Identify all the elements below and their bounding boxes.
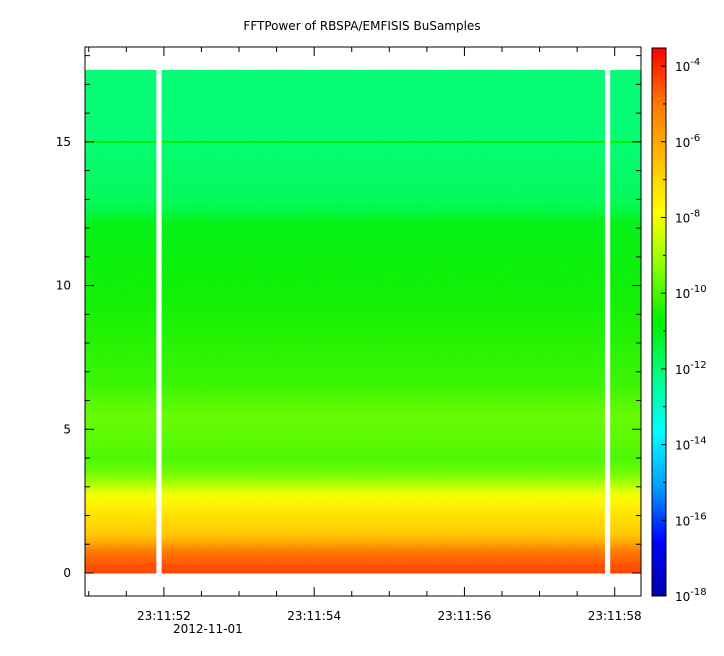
plot-frame	[84, 46, 642, 597]
noise-texture	[85, 69, 641, 574]
y-tick-label: 5	[63, 422, 71, 436]
colorbar: 10-4 10-6 10-8 10-10 10-12 10-14 10-16 10-18	[651, 47, 707, 604]
colorbar-ticks: 10-4 10-6 10-8 10-10 10-12 10-14 10-16 10-18	[661, 57, 707, 604]
colorbar-tick-label: 10-4	[675, 57, 700, 74]
data-gap	[604, 47, 611, 596]
colorbar-tick-label: 10-16	[675, 511, 707, 528]
y-tick-label: 0	[63, 566, 71, 580]
x-tick-label: 23:11:52	[137, 609, 191, 623]
chart-title: FFTPower of RBSPA/EMFISIS BuSamples	[243, 19, 480, 33]
y-tick-label: 10	[56, 279, 71, 293]
x-tick-label: 23:11:58	[588, 609, 642, 623]
x-tick-label: 23:11:54	[287, 609, 341, 623]
colorbar-tick-label: 10-18	[675, 587, 707, 604]
colorbar-scale	[651, 47, 667, 597]
data-gap	[156, 47, 162, 596]
x-date-label: 2012-11-01	[173, 622, 243, 636]
x-tick-label: 23:11:56	[437, 609, 491, 623]
colorbar-tick-label: 10-12	[675, 360, 707, 377]
y-tick-label: 15	[56, 135, 71, 149]
plot-area	[85, 47, 641, 596]
colorbar-tick-label: 10-8	[675, 208, 700, 225]
colorbar-tick-label: 10-6	[675, 133, 700, 150]
y-axis: 0 5 10 15	[56, 55, 641, 580]
colorbar-tick-label: 10-10	[675, 284, 707, 301]
x-axis: 23:11:52 23:11:54 23:11:56 23:11:58	[88, 47, 642, 623]
colorbar-tick-label: 10-14	[675, 436, 707, 453]
data-gaps	[156, 47, 611, 596]
